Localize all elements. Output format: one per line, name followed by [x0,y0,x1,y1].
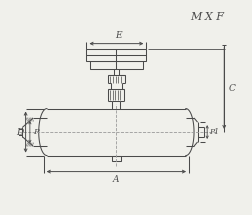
Text: E: E [115,31,122,40]
Bar [86,49,146,61]
Text: P1: P1 [209,128,219,136]
Bar [90,61,143,69]
Bar [112,156,121,161]
Text: A: A [113,175,120,184]
Text: M X F: M X F [190,12,224,22]
Text: D: D [16,127,23,137]
Text: P: P [33,128,39,136]
Text: C: C [229,84,235,93]
